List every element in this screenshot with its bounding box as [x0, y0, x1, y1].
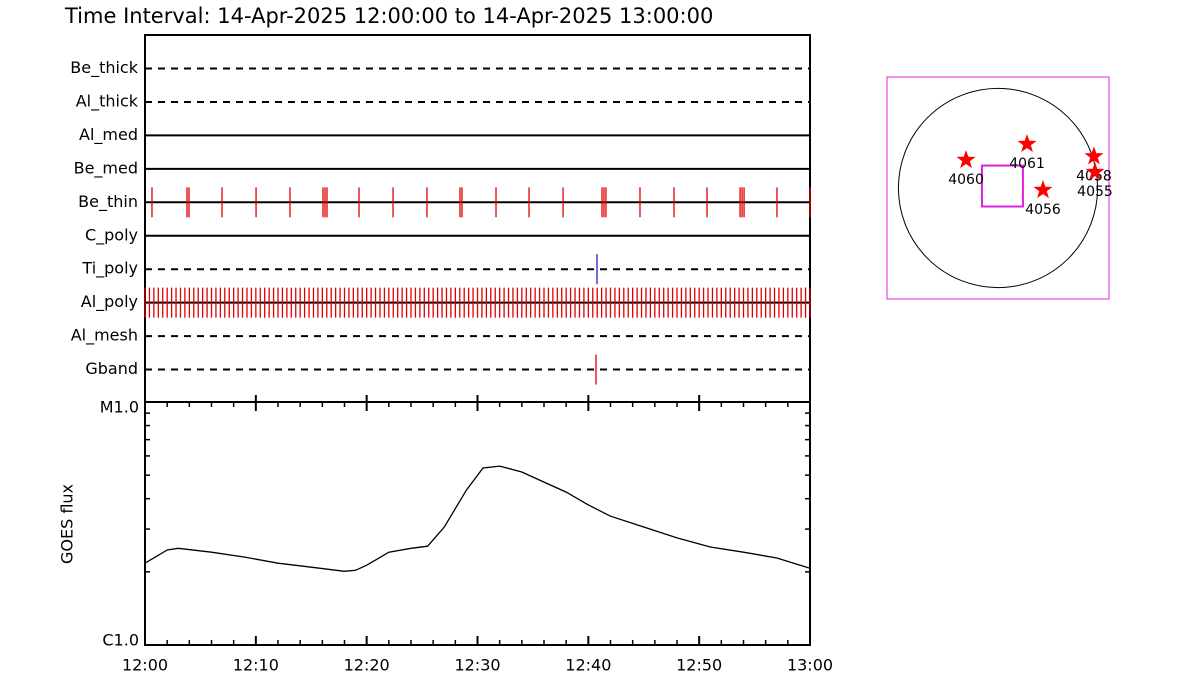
y-axis-label: GOES flux	[58, 484, 77, 564]
field-of-view	[980, 164, 1024, 208]
row-label: C_poly	[85, 225, 138, 245]
y-tick-label: C1.0	[102, 631, 139, 650]
row-label: Al_med	[79, 125, 138, 145]
y-tick-label: M1.0	[100, 398, 139, 417]
row-label: Be_thin	[78, 192, 138, 212]
region-marker	[1033, 180, 1053, 199]
region-label: 4060	[948, 172, 984, 188]
region-label: 4061	[1009, 156, 1045, 172]
x-tick-label: 12:30	[454, 656, 500, 675]
region-marker	[1084, 146, 1104, 165]
region-marker	[1017, 134, 1037, 153]
row-label: Ti_poly	[81, 259, 138, 279]
x-tick-label: 12:10	[233, 656, 279, 675]
region-marker	[956, 150, 976, 169]
row-label: Al_mesh	[71, 326, 138, 346]
row-label: Al_thick	[76, 91, 139, 111]
panel-frame	[144, 34, 811, 402]
x-tick-label: 12:20	[344, 656, 390, 675]
row-label: Al_poly	[81, 292, 138, 312]
x-tick-label: 12:00	[122, 656, 168, 675]
goes-curve	[144, 465, 811, 572]
title: Time Interval: 14-Apr-2025 12:00:00 to 1…	[64, 4, 713, 28]
x-tick-label: 12:40	[565, 656, 611, 675]
row-label: Be_med	[74, 158, 138, 178]
x-tick-label: 12:50	[676, 656, 722, 675]
x-tick-label: 13:00	[787, 656, 833, 675]
region-label: 4056	[1025, 202, 1061, 218]
row-label: Be_thick	[70, 58, 138, 78]
map-frame	[886, 76, 1110, 300]
region-label: 4055	[1077, 184, 1113, 200]
solar-limb	[897, 87, 1099, 289]
region-marker	[1085, 162, 1105, 181]
row-label: Gband	[85, 359, 138, 378]
